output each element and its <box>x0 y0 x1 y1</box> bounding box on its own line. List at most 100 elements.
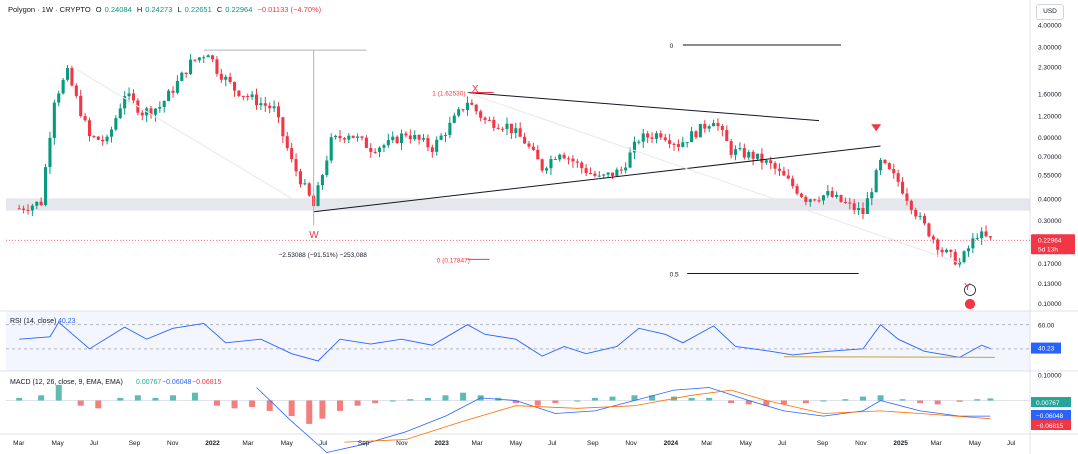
candle <box>738 142 742 151</box>
candle-body <box>545 168 549 171</box>
candle-body <box>92 136 96 138</box>
candle-body <box>791 178 795 187</box>
candle <box>378 146 382 158</box>
rsi-value-badge <box>1031 342 1061 354</box>
candle <box>918 212 922 220</box>
candle <box>852 198 856 215</box>
candle <box>953 249 957 266</box>
candle <box>637 139 641 145</box>
candle-body <box>927 223 931 237</box>
price-axis-label-6: 0.70000 <box>1038 154 1062 161</box>
candle <box>747 149 751 161</box>
candle <box>492 116 496 132</box>
macd-histogram-bar <box>842 399 849 401</box>
candle-body <box>153 108 157 115</box>
candle-body <box>663 137 667 141</box>
candle-body <box>101 139 105 142</box>
candle <box>944 248 949 254</box>
candle <box>470 99 474 106</box>
candle-body <box>782 170 786 176</box>
candle <box>725 125 729 142</box>
candle <box>575 159 579 168</box>
candle-body <box>615 169 619 176</box>
time-axis-label-10: Nov <box>396 440 408 447</box>
candle-body <box>729 141 733 155</box>
candle <box>127 87 131 103</box>
candle-body <box>909 200 913 210</box>
candle <box>224 74 228 87</box>
candle <box>646 130 650 144</box>
high-value: 0.24273 <box>145 5 173 14</box>
macd-histogram-bar <box>152 397 159 401</box>
candle-body <box>496 127 500 129</box>
macd-histogram-bar <box>512 400 519 404</box>
candle <box>211 54 215 63</box>
candle <box>180 71 184 82</box>
macd-histogram-bar <box>820 400 827 402</box>
candle <box>509 123 513 139</box>
rsi-value-badge-label: 40.23 <box>1038 346 1055 353</box>
candle-body <box>149 108 153 115</box>
candle-body <box>716 122 720 127</box>
signal-line <box>344 389 991 443</box>
candle-body <box>246 96 250 98</box>
candle-body <box>448 122 452 135</box>
rsi-pane <box>6 321 1061 362</box>
candle <box>246 93 250 101</box>
candle <box>382 143 386 153</box>
candle <box>936 238 940 257</box>
candle <box>109 126 114 143</box>
candle <box>712 119 716 127</box>
candle-body <box>118 108 122 119</box>
candle-body <box>505 123 509 129</box>
candle-body <box>237 90 241 96</box>
candle-body <box>303 183 307 185</box>
candle-body <box>167 90 171 102</box>
candle-body <box>971 238 975 249</box>
candle <box>206 54 210 58</box>
candle <box>742 143 746 160</box>
candle <box>571 155 575 168</box>
currency-button[interactable]: USD <box>1036 4 1064 20</box>
candle-body <box>369 147 373 152</box>
candle <box>619 166 623 175</box>
candle-body <box>637 141 641 143</box>
time-axis-label-26: Jul <box>1007 440 1016 447</box>
low-label: L <box>177 5 182 14</box>
candle-body <box>417 134 421 140</box>
candle-body <box>465 102 469 110</box>
time-axis-label-22: Nov <box>855 440 867 447</box>
symbol-title[interactable]: Polygon · 1W · CRYPTO <box>8 5 91 14</box>
candle-body <box>764 160 768 163</box>
candle-body <box>391 136 395 141</box>
time-axis-label-6: Mar <box>242 440 254 447</box>
candle <box>628 147 632 169</box>
chart-labels: W X Y 1 (1.62530) 0 (0.17847) 0 0.5 −2.53088 (−… <box>10 23 1064 447</box>
candle <box>347 133 351 144</box>
candle-body <box>795 186 799 194</box>
macd-histogram-bar <box>956 400 963 402</box>
candle <box>883 159 887 165</box>
candle <box>593 170 597 178</box>
candle-body <box>140 112 144 116</box>
countdown-label: 5d 13h <box>1038 246 1058 253</box>
candle <box>764 158 768 166</box>
candle <box>672 142 676 151</box>
time-axis-label-18: Mar <box>701 440 713 447</box>
time-axis-label-16: Nov <box>625 440 637 447</box>
rsi-line <box>19 321 991 362</box>
candle <box>659 130 663 141</box>
macd-histogram-bar <box>877 395 884 401</box>
measure-label: −2.53088 (−91.51%) −253,088 <box>278 252 367 259</box>
candle <box>703 120 707 133</box>
candle-body <box>654 133 658 139</box>
candle <box>373 148 377 154</box>
candle <box>263 96 267 112</box>
macd-histogram-bar <box>306 400 313 424</box>
candle-body <box>509 123 513 134</box>
candle <box>114 115 118 132</box>
price-axis-label-2: 2.30000 <box>1038 64 1062 71</box>
macd-histogram-bar <box>974 399 981 401</box>
candle-body <box>57 93 61 103</box>
